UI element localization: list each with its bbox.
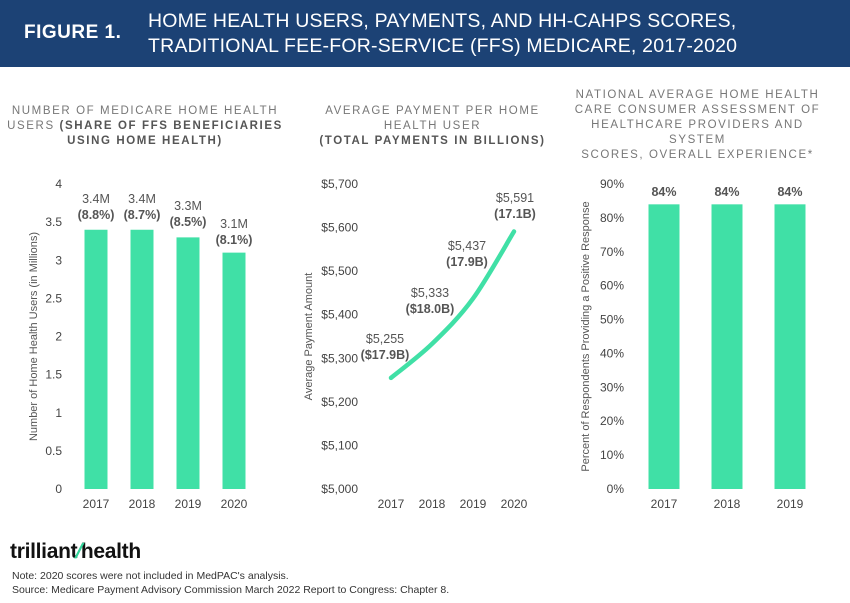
chart1-data-label: 3.4M xyxy=(128,192,156,206)
chart1-data-sublabel: (8.5%) xyxy=(170,215,207,229)
chart1-ytick-label: 4 xyxy=(55,177,62,191)
chart2-x-tick-label: 2017 xyxy=(378,497,405,511)
chart1-data-label: 3.3M xyxy=(174,199,202,213)
chart1-title-line2-bold: (SHARE OF FFS BENEFICIARIES xyxy=(59,120,283,132)
chart2-title-line2: HEALTH USER xyxy=(383,120,482,132)
chart1-bar xyxy=(222,252,246,489)
chart3-data-label: 84% xyxy=(651,185,676,199)
chart2-data-sublabel: ($17.9B) xyxy=(361,348,410,362)
chart3-title-line1: NATIONAL AVERAGE HOME HEALTH xyxy=(575,89,820,101)
chart2-data-label: $5,333 xyxy=(411,286,449,300)
chart3-x-tick-label: 2019 xyxy=(777,497,804,511)
chart2-series-line xyxy=(388,229,517,381)
chart3-ytick-label: 80% xyxy=(600,211,624,225)
chart2-data-label: $5,591 xyxy=(496,191,534,205)
chart2-title: AVERAGE PAYMENT PER HOME HEALTH USER (TO… xyxy=(295,104,570,149)
chart1-x-tick-label: 2020 xyxy=(221,497,248,511)
chart1-ytick-label: 3.5 xyxy=(45,215,62,229)
chart1-data-label: 3.4M xyxy=(82,192,110,206)
chart2-ytick-label: $5,300 xyxy=(321,351,358,365)
chart3-data-label: 84% xyxy=(777,185,802,199)
chart1-title-line2: USERS (SHARE OF FFS BENEFICIARIES xyxy=(0,119,290,134)
chart1-title-line2-plain: USERS xyxy=(7,120,60,132)
chart1-ytick-label: 0 xyxy=(55,482,62,496)
chart2-title-line1: AVERAGE PAYMENT PER HOME xyxy=(325,105,540,117)
chart2-x-tick-label: 2019 xyxy=(460,497,487,511)
figure-title-line2: TRADITIONAL FEE-FOR-SERVICE (FFS) MEDICA… xyxy=(148,35,738,57)
chart3-title-line4: SCORES, OVERALL EXPERIENCE* xyxy=(581,149,814,161)
chart3-ytick-label: 10% xyxy=(600,448,624,462)
chart1-ytick-label: 1.5 xyxy=(45,368,62,382)
chart3-title: NATIONAL AVERAGE HOME HEALTH CARE CONSUM… xyxy=(565,88,830,163)
chart1-bar xyxy=(176,237,200,489)
chart3-title-line2: CARE CONSUMER ASSESSMENT OF xyxy=(574,104,821,116)
chart3-y-axis-label: Percent of Respondents Providing a Posit… xyxy=(580,201,592,471)
chart3-ytick-label: 50% xyxy=(600,313,624,327)
chart2-data-label: $5,437 xyxy=(448,239,486,253)
chart1-ytick-label: 1 xyxy=(55,406,62,420)
chart2-data-label: $5,255 xyxy=(366,332,404,346)
figure-title-line1: HOME HEALTH USERS, PAYMENTS, AND HH-CAHP… xyxy=(148,10,737,32)
chart2-x-tick-label: 2018 xyxy=(419,497,446,511)
chart3-bar xyxy=(774,204,806,490)
source-note: Source: Medicare Payment Advisory Commis… xyxy=(12,584,450,596)
chart1-x-tick-label: 2019 xyxy=(175,497,202,511)
chart1-ytick-label: 2.5 xyxy=(45,291,62,305)
chart1-x-tick-label: 2017 xyxy=(83,497,110,511)
chart2-ytick-label: $5,500 xyxy=(321,264,358,278)
chart1-ytick-label: 0.5 xyxy=(45,444,62,458)
chart3-title-line3: HEALTHCARE PROVIDERS AND SYSTEM xyxy=(591,119,804,146)
chart1-data-sublabel: (8.8%) xyxy=(78,208,115,222)
chart1-data-sublabel: (8.1%) xyxy=(216,233,253,247)
chart2-data-sublabel: (17.1B) xyxy=(494,207,536,221)
footnote: Note: 2020 scores were not included in M… xyxy=(12,570,289,582)
chart3-bar xyxy=(648,204,680,490)
figure-header: FIGURE 1. HOME HEALTH USERS, PAYMENTS, A… xyxy=(0,0,850,67)
chart1-title-line3: USING HOME HEALTH) xyxy=(67,135,223,147)
chart1-title: NUMBER OF MEDICARE HOME HEALTH USERS (SH… xyxy=(0,104,290,149)
chart1-bar xyxy=(84,229,108,489)
chart2-ytick-label: $5,100 xyxy=(321,438,358,452)
chart1-title-line1: NUMBER OF MEDICARE HOME HEALTH xyxy=(11,105,279,117)
chart2-y-axis-label: Average Payment Amount xyxy=(303,273,315,401)
chart3-ytick-label: 90% xyxy=(600,177,624,191)
chart1-bar xyxy=(130,229,154,489)
chart1-ytick-label: 2 xyxy=(55,330,62,344)
chart2-data-sublabel: (17.9B) xyxy=(446,255,488,269)
chart1-x-tick-label: 2018 xyxy=(129,497,156,511)
chart3-x-tick-label: 2017 xyxy=(651,497,678,511)
chart2-title-line3: (TOTAL PAYMENTS IN BILLIONS) xyxy=(319,135,546,147)
figure-label: FIGURE 1. xyxy=(24,22,122,43)
chart2-ytick-label: $5,400 xyxy=(321,308,358,322)
chart3-ytick-label: 30% xyxy=(600,380,624,394)
chart2-ytick-label: $5,200 xyxy=(321,395,358,409)
trilliant-health-logo: trilliant/health xyxy=(10,540,141,563)
chart3-ytick-label: 20% xyxy=(600,414,624,428)
chart2-data-sublabel: ($18.0B) xyxy=(406,302,455,316)
chart3-data-label: 84% xyxy=(714,185,739,199)
chart2-ytick-label: $5,000 xyxy=(321,482,358,496)
chart3-ytick-label: 40% xyxy=(600,346,624,360)
chart3-x-tick-label: 2018 xyxy=(714,497,741,511)
chart3-ytick-label: 70% xyxy=(600,245,624,259)
figure-title: HOME HEALTH USERS, PAYMENTS, AND HH-CAHP… xyxy=(148,9,737,59)
chart1-ytick-label: 3 xyxy=(55,253,62,267)
chart3-bar xyxy=(711,204,743,490)
chart3-ytick-label: 0% xyxy=(607,482,625,496)
chart1-data-sublabel: (8.7%) xyxy=(124,208,161,222)
chart1-data-label: 3.1M xyxy=(220,217,248,231)
chart2-ytick-label: $5,700 xyxy=(321,177,358,191)
chart1-y-axis-label: Number of Home Health Users (in Millions… xyxy=(28,232,40,441)
chart2-ytick-label: $5,600 xyxy=(321,221,358,235)
chart2-x-tick-label: 2020 xyxy=(501,497,528,511)
chart3-ytick-label: 60% xyxy=(600,279,624,293)
